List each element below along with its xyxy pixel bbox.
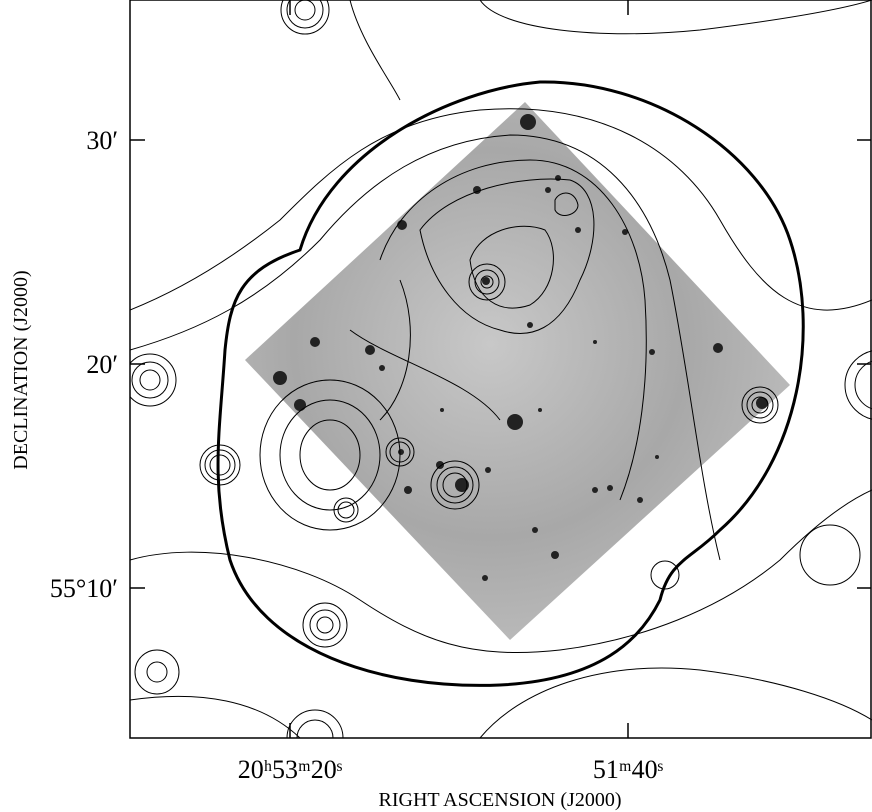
x-axis-label: RIGHT ASCENSION (J2000) [379, 789, 622, 811]
y-tick-label: 20′ [86, 350, 118, 379]
image [124, 0, 872, 766]
y-tick-label: 55°10′ [50, 574, 118, 603]
y-tick-label: 30′ [86, 126, 118, 155]
x-tick-label: 51ᵐ40ˢ [593, 755, 664, 784]
y-axis-label: DECLINATION (J2000) [10, 270, 32, 469]
gray-image [245, 102, 790, 640]
x-tick-label: 20ʰ53ᵐ20ˢ [238, 755, 343, 784]
figure: 30′ 20′ 55°10′ 20ʰ53ᵐ20ˢ 51ᵐ40ˢ RIGHT AS… [0, 0, 872, 812]
